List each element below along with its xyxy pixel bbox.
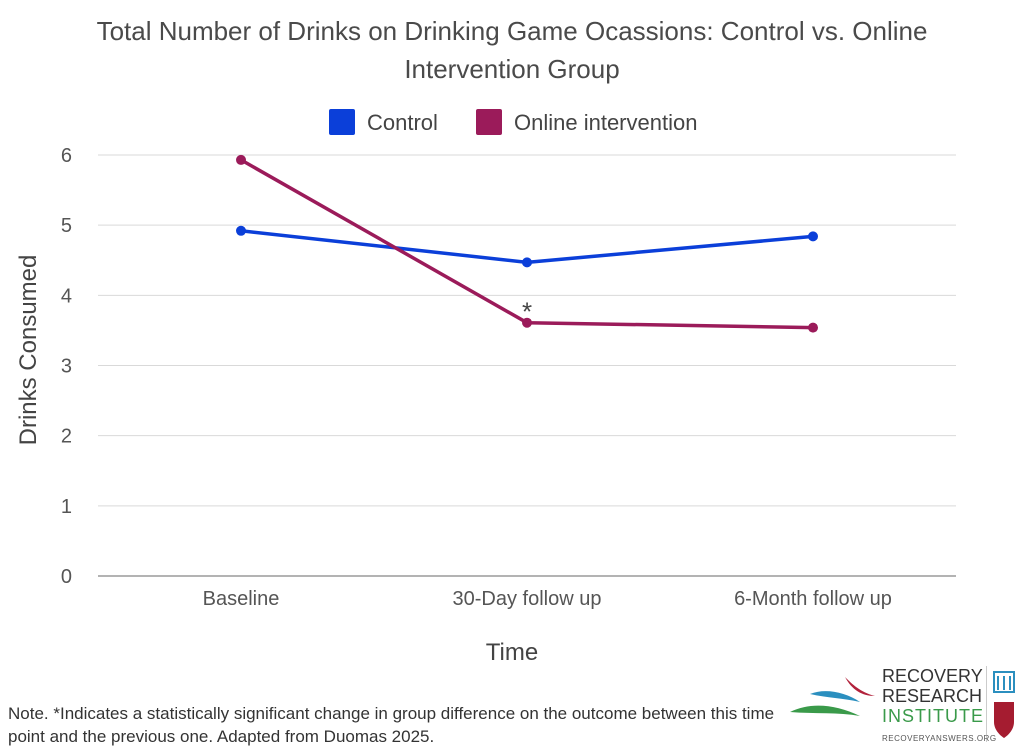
x-tick-label: Baseline [203, 588, 280, 610]
data-point-online-intervention [236, 154, 246, 165]
x-axis-title: Time [486, 639, 538, 666]
legend-label-online-intervention: Online intervention [514, 110, 697, 135]
legend: Control Online intervention [329, 109, 697, 135]
logo-swoosh-icon [790, 677, 875, 716]
data-point-control [808, 231, 818, 242]
y-tick-label: 3 [61, 356, 72, 378]
y-tick-label: 5 [61, 215, 72, 237]
legend-swatch-online-intervention [476, 109, 502, 135]
gridlines [98, 154, 956, 577]
footnote: Note. *Indicates a statistically signifi… [8, 704, 775, 746]
y-tick-label: 1 [61, 496, 72, 518]
y-tick-label: 4 [61, 285, 72, 307]
logo-text-research: RESEARCH [882, 686, 983, 706]
data-point-online-intervention [808, 322, 818, 333]
x-tick-label: 6-Month follow up [734, 588, 892, 610]
chart-title-line-2: Intervention Group [404, 54, 619, 84]
series-lines: * [236, 154, 818, 333]
y-axis-ticks: 0 1 2 3 4 5 6 [61, 145, 72, 588]
x-axis-ticks: Baseline 30-Day follow up 6-Month follow u… [203, 588, 892, 610]
logo-text-institute: INSTITUTE [882, 706, 984, 726]
data-point-control [522, 257, 532, 268]
y-axis-title: Drinks Consumed [15, 255, 42, 446]
logo-text-recovery: RECOVERY [882, 666, 983, 686]
data-point-control [236, 225, 246, 236]
recovery-research-institute-logo: RECOVERY RESEARCH INSTITUTE RECOVERYANSW… [790, 662, 1020, 748]
logo-url: RECOVERYANSWERS.ORG [882, 734, 997, 743]
data-point-online-intervention [522, 317, 532, 328]
x-tick-label: 30-Day follow up [453, 588, 602, 610]
y-tick-label: 0 [61, 566, 72, 588]
y-tick-label: 6 [61, 145, 72, 167]
legend-swatch-control [329, 109, 355, 135]
harvard-shield-icon [986, 666, 1015, 742]
line-chart: Total Number of Drinks on Drinking Game … [15, 16, 956, 666]
chart-title-line-1: Total Number of Drinks on Drinking Game … [97, 16, 928, 46]
y-tick-label: 2 [61, 426, 72, 448]
significance-asterisk: * [522, 297, 532, 327]
legend-label-control: Control [367, 110, 438, 135]
